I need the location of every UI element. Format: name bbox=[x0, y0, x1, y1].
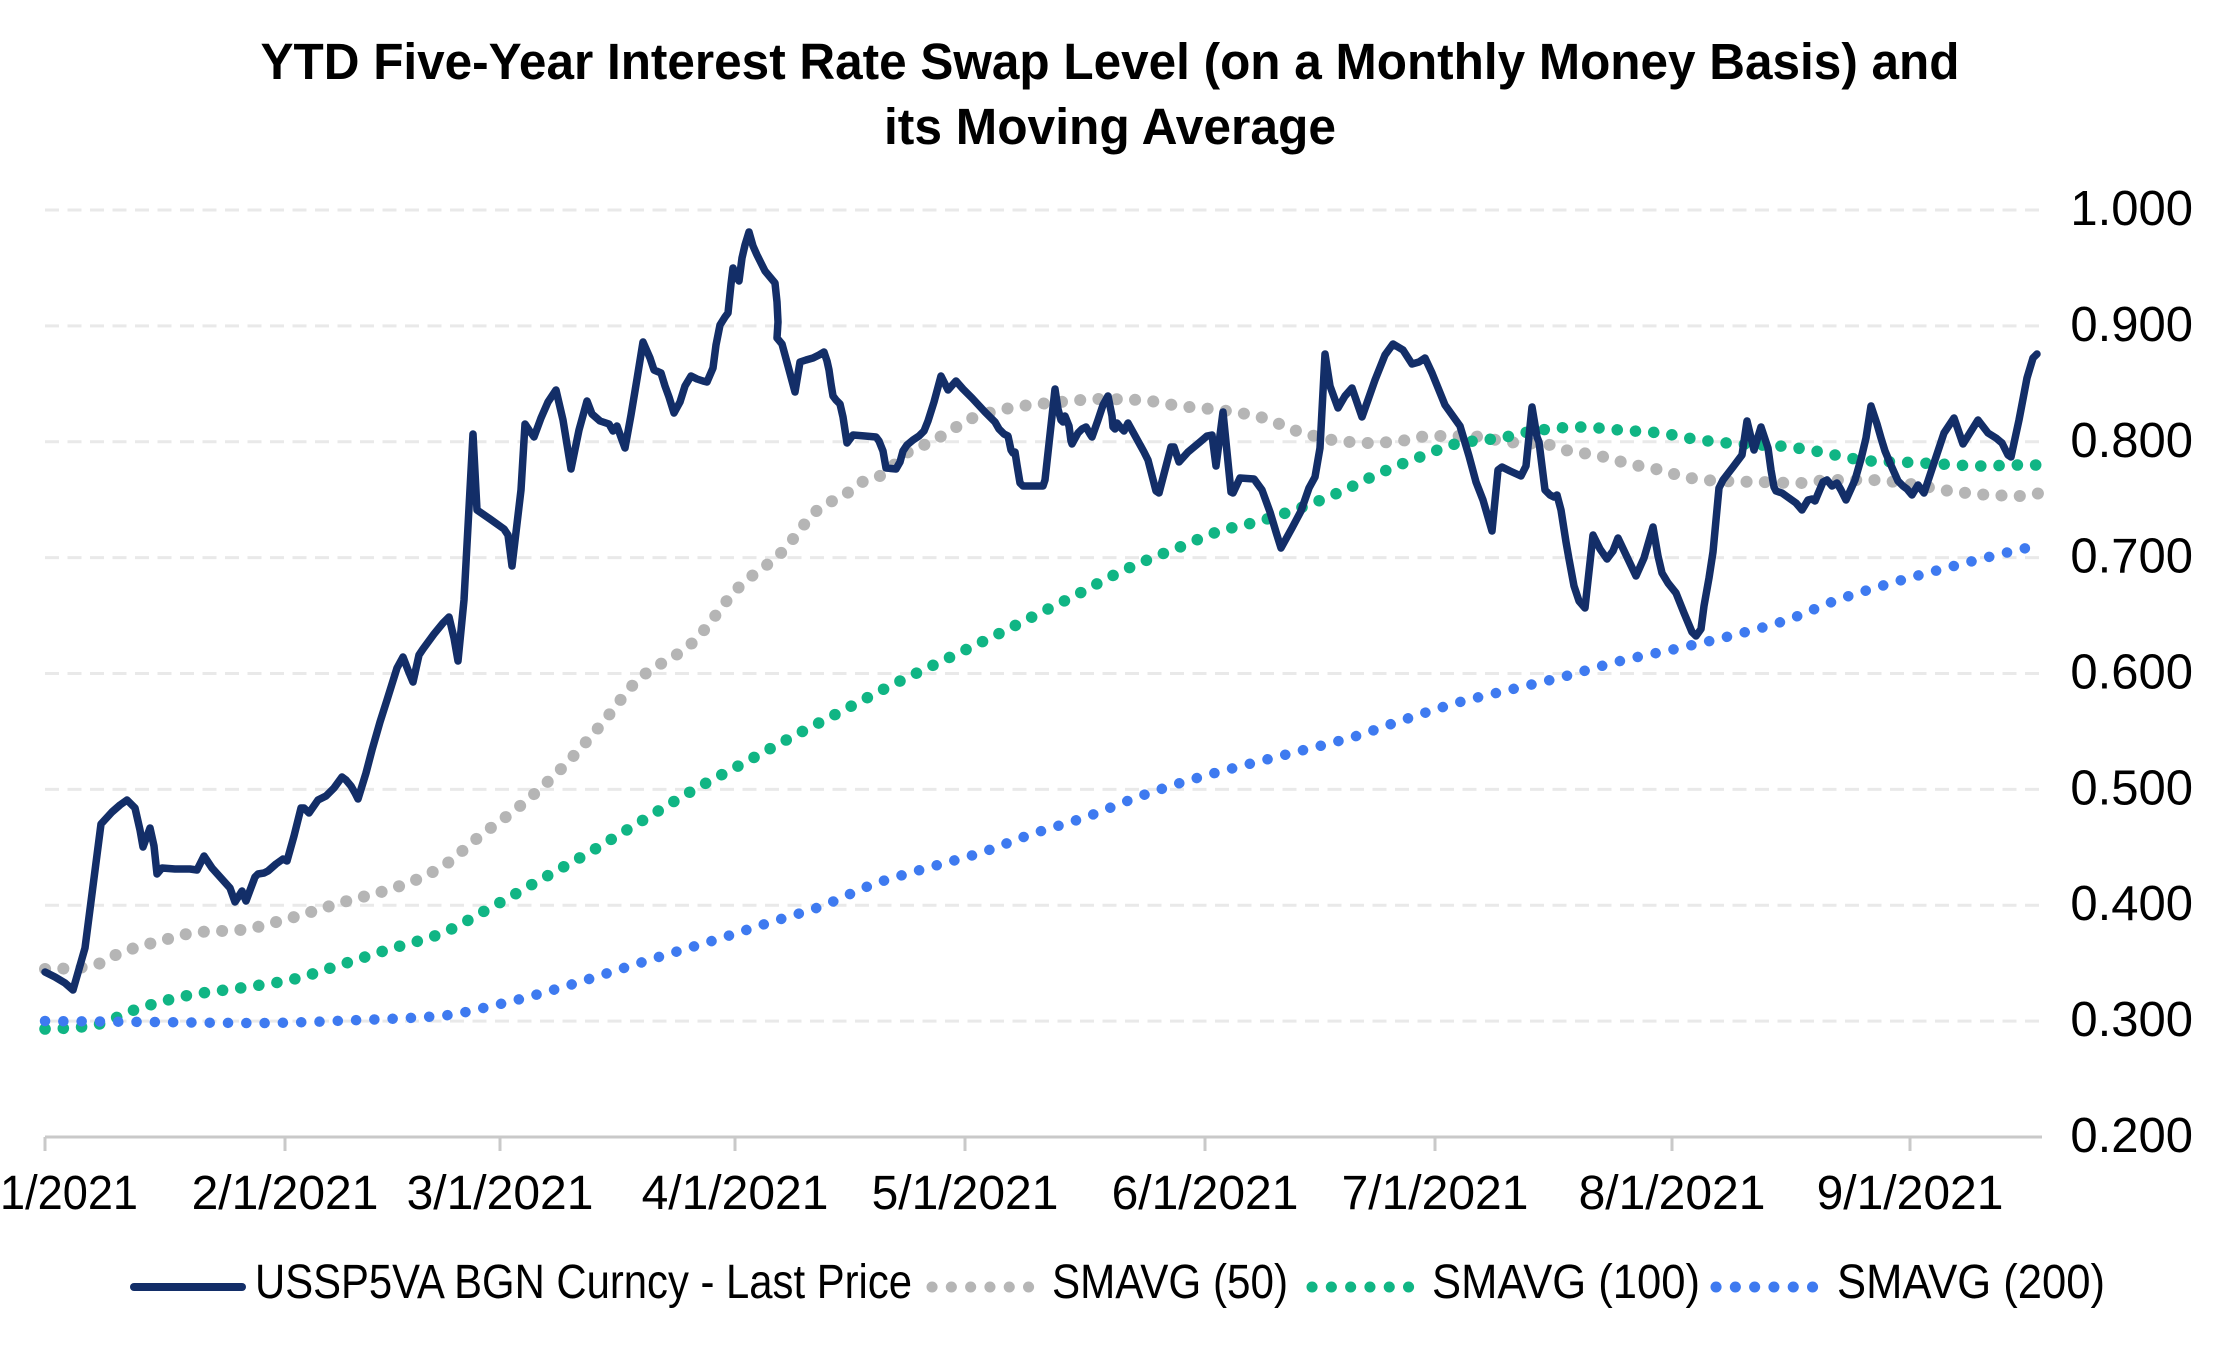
svg-text:5/1/2021: 5/1/2021 bbox=[872, 1167, 1059, 1220]
svg-text:0.900: 0.900 bbox=[2070, 298, 2193, 352]
svg-text:SMAVG (200): SMAVG (200) bbox=[1837, 1256, 2105, 1309]
svg-text:8/1/2021: 8/1/2021 bbox=[1579, 1167, 1766, 1220]
svg-text:4/1/2021: 4/1/2021 bbox=[642, 1167, 829, 1220]
svg-text:2/1/2021: 2/1/2021 bbox=[192, 1167, 379, 1220]
svg-text:0.300: 0.300 bbox=[2070, 993, 2193, 1047]
svg-text:SMAVG (100): SMAVG (100) bbox=[1432, 1256, 1700, 1309]
svg-text:SMAVG (50): SMAVG (50) bbox=[1052, 1256, 1288, 1309]
svg-text:its Moving Average: its Moving Average bbox=[884, 98, 1336, 155]
svg-text:YTD Five-Year Interest Rate Sw: YTD Five-Year Interest Rate Swap Level (… bbox=[261, 33, 1960, 90]
svg-text:0.500: 0.500 bbox=[2070, 761, 2193, 815]
svg-text:USSP5VA BGN Curncy - Last Pric: USSP5VA BGN Curncy - Last Price bbox=[255, 1256, 912, 1309]
svg-text:1.000: 1.000 bbox=[2070, 182, 2193, 236]
svg-text:0.400: 0.400 bbox=[2070, 877, 2193, 931]
svg-text:3/1/2021: 3/1/2021 bbox=[407, 1167, 594, 1220]
svg-text:0.600: 0.600 bbox=[2070, 646, 2193, 700]
svg-text:9/1/2021: 9/1/2021 bbox=[1817, 1167, 2004, 1220]
svg-text:1/2021: 1/2021 bbox=[0, 1167, 138, 1220]
svg-text:7/1/2021: 7/1/2021 bbox=[1342, 1167, 1529, 1220]
svg-text:0.800: 0.800 bbox=[2070, 414, 2193, 468]
svg-text:6/1/2021: 6/1/2021 bbox=[1112, 1167, 1299, 1220]
svg-text:0.200: 0.200 bbox=[2070, 1109, 2193, 1163]
svg-text:0.700: 0.700 bbox=[2070, 530, 2193, 584]
